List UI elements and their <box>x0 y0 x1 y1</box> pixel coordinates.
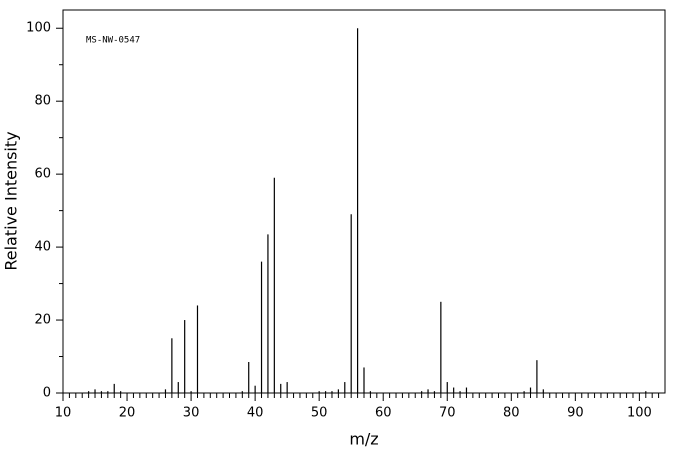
x-tick-label: 30 <box>183 406 200 421</box>
annotation: MS-NW-0547 <box>86 36 140 46</box>
x-tick-label: 100 <box>627 406 652 421</box>
x-tick-label: 80 <box>503 406 520 421</box>
x-tick-label: 50 <box>311 406 328 421</box>
y-tick-label: 40 <box>34 240 51 255</box>
x-tick-label: 40 <box>247 406 264 421</box>
x-tick-label: 90 <box>567 406 584 421</box>
x-axis-label: m/z <box>349 430 378 449</box>
y-axis-label: Relative Intensity <box>2 131 21 270</box>
x-tick-label: 20 <box>119 406 136 421</box>
x-tick-label: 10 <box>55 406 72 421</box>
y-tick-label: 20 <box>34 313 51 328</box>
y-tick-label: 60 <box>34 167 51 182</box>
y-tick-label: 0 <box>43 386 51 401</box>
y-tick-label: 100 <box>26 21 51 36</box>
x-tick-label: 70 <box>439 406 456 421</box>
x-tick-label: 60 <box>375 406 392 421</box>
plot-frame <box>62 9 666 394</box>
y-tick-label: 80 <box>34 94 51 109</box>
